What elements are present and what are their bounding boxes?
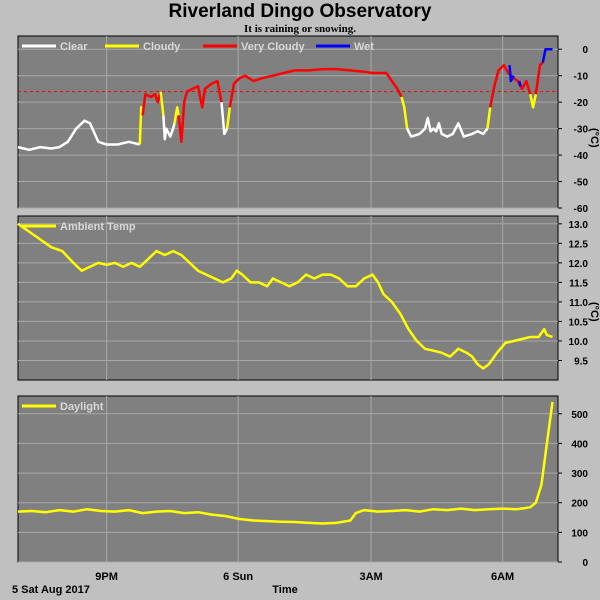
unit-label: (°C) — [588, 302, 600, 322]
header: Riverland Dingo Observatory It is rainin… — [0, 0, 600, 35]
x-tick-label: 3AM — [359, 571, 382, 583]
y-tick-label: 12.5 — [569, 239, 589, 250]
y-tick-label: 10.0 — [569, 337, 589, 348]
series-line-cloudy — [159, 91, 165, 116]
series-line-cloudy — [400, 96, 409, 129]
y-tick-label: 0 — [582, 558, 588, 569]
series-line-daylight — [17, 401, 554, 525]
plot-area-cloud-sky-temp — [17, 35, 559, 209]
plot-area-daylight — [17, 395, 559, 563]
y-tick-label: 400 — [571, 439, 588, 450]
x-tick-label: 9PM — [95, 571, 118, 583]
series-line-ambient-temp — [17, 222, 553, 370]
y-tick-label: -10 — [574, 72, 589, 83]
x-tick-label: 6AM — [491, 571, 514, 583]
page-subtitle: It is raining or snowing. — [244, 23, 356, 35]
y-tick-label: -20 — [574, 98, 589, 109]
y-tick-label: -50 — [574, 178, 589, 189]
y-tick-label: 10.5 — [569, 317, 589, 328]
y-tick-label: 12.0 — [569, 259, 589, 270]
y-tick-label: -60 — [574, 204, 589, 215]
page-title: Riverland Dingo Observatory — [168, 1, 432, 22]
legend-label: Wet — [354, 41, 374, 53]
unit-label: (°C) — [588, 128, 600, 148]
series-line-clear — [17, 119, 141, 152]
plot-area-ambient-temp — [17, 215, 559, 381]
y-tick-label: -30 — [574, 125, 589, 136]
series-line-very-cloudy — [177, 79, 223, 144]
y-tick-label: 11.0 — [569, 298, 588, 309]
legend-label: Ambient Temp — [60, 221, 136, 233]
series-line-clear — [162, 115, 176, 141]
y-tick-label: 100 — [571, 528, 588, 539]
series-line-cloudy — [173, 106, 180, 124]
series-line-very-cloudy — [534, 61, 544, 95]
series-line-clear — [220, 102, 229, 136]
series-line-very-cloudy — [228, 67, 403, 108]
y-tick-label: 200 — [571, 499, 588, 510]
series-line-wet — [517, 80, 522, 87]
series-line-cloudy — [225, 107, 232, 129]
series-line-clear — [405, 116, 489, 138]
y-tick-label: 500 — [571, 410, 588, 421]
y-tick-label: 9.5 — [574, 356, 588, 367]
x-tick-label: 6 Sun — [223, 571, 253, 583]
legend-label: Daylight — [60, 401, 104, 413]
y-tick-label: -40 — [574, 151, 589, 162]
series-line-cloudy — [486, 107, 492, 129]
series-line-wet — [508, 64, 515, 83]
series-line-wet — [541, 47, 553, 63]
series-line-cloudy — [529, 93, 538, 109]
x-axis-title: Time — [272, 584, 297, 596]
legend-label: Very Cloudy — [241, 41, 305, 53]
legend-label: Cloudy — [143, 41, 181, 53]
y-tick-label: 300 — [571, 469, 588, 480]
series-line-very-cloudy — [141, 91, 162, 116]
y-tick-label: 0 — [582, 45, 588, 56]
date-label: 5 Sat Aug 2017 — [12, 584, 90, 596]
legend-label: Clear — [60, 41, 88, 53]
y-tick-label: 13.0 — [569, 220, 589, 231]
y-tick-label: 11.5 — [569, 278, 588, 289]
